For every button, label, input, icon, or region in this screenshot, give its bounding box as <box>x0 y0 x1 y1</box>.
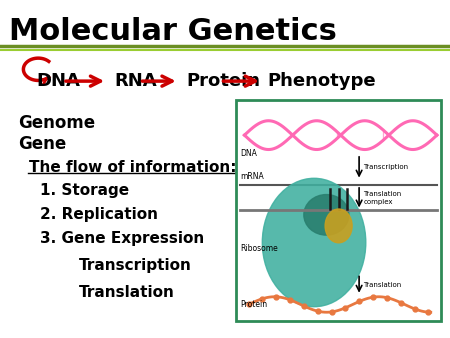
Ellipse shape <box>262 178 366 307</box>
Ellipse shape <box>304 195 349 235</box>
Text: Translation: Translation <box>363 282 401 288</box>
Text: Phenotype: Phenotype <box>268 72 376 90</box>
Ellipse shape <box>325 209 352 243</box>
Text: DNA: DNA <box>240 149 257 159</box>
Text: 1. Storage: 1. Storage <box>40 184 130 198</box>
Text: Translation: Translation <box>79 285 175 300</box>
Text: Ribosome: Ribosome <box>240 244 278 252</box>
Text: RNA: RNA <box>115 72 158 90</box>
Text: The flow of information:: The flow of information: <box>29 160 237 175</box>
Text: Transcription: Transcription <box>363 164 408 170</box>
Text: Gene: Gene <box>18 135 66 153</box>
Text: Transcription: Transcription <box>79 258 192 273</box>
Text: Protein: Protein <box>240 300 267 309</box>
Text: DNA: DNA <box>36 72 80 90</box>
Text: 2. Replication: 2. Replication <box>40 207 158 222</box>
Text: 3. Gene Expression: 3. Gene Expression <box>40 231 205 246</box>
FancyBboxPatch shape <box>236 100 441 321</box>
Text: Translation
complex: Translation complex <box>363 192 401 205</box>
Text: mRNA: mRNA <box>240 172 264 180</box>
Text: Genome: Genome <box>18 114 95 132</box>
Text: Molecular Genetics: Molecular Genetics <box>9 17 337 46</box>
Text: Protein: Protein <box>187 72 261 90</box>
